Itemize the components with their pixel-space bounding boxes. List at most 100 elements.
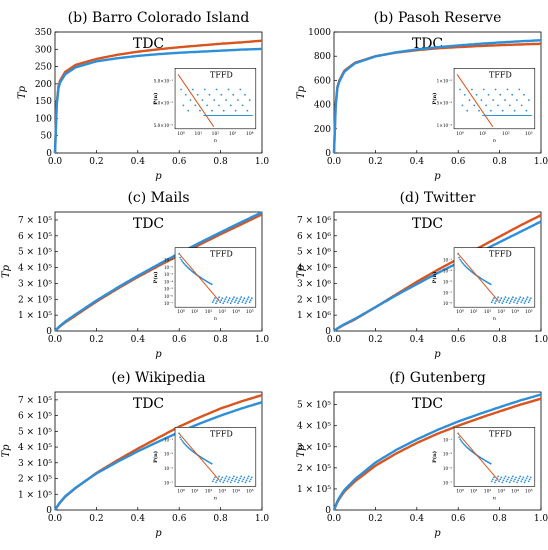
inset-data-point <box>248 99 251 101</box>
x-tick-label: 0.6 <box>172 514 187 524</box>
inset-y-axis-label: P(n) <box>431 451 438 463</box>
inset-data-point <box>228 476 231 479</box>
inset-data-point <box>471 88 473 91</box>
y-tick-label: 0 <box>325 327 331 337</box>
y-axis-label: Tp <box>1 264 12 278</box>
inset-data-point <box>512 296 514 299</box>
y-tick-label: 100 <box>35 114 52 124</box>
inset-data-point <box>246 298 249 301</box>
inset-data-point <box>516 99 518 101</box>
inset-data-point <box>194 104 197 107</box>
inset-data-point <box>239 88 242 91</box>
inset-data-point <box>499 93 502 96</box>
x-tick-label: 1.0 <box>255 514 270 524</box>
inset-y-tick-label: 10⁻⁷ <box>443 480 453 485</box>
inset-data-point <box>513 109 516 112</box>
x-tick-label: 0.0 <box>327 335 342 345</box>
inset-data-point <box>507 297 510 300</box>
series-line-data <box>333 220 542 332</box>
inset-data-point <box>473 104 476 107</box>
inset-data-point <box>478 109 480 112</box>
x-tick-label: 0.4 <box>410 157 425 167</box>
inset-data-point <box>249 299 252 302</box>
inset-data-point <box>247 475 250 478</box>
inset-x-tick-label: 10⁰ <box>177 131 185 137</box>
inset-y-tick-label: 10⁻⁶ <box>164 294 174 299</box>
y-tick-label: 7 × 10⁵ <box>18 216 52 226</box>
inset-data-point <box>525 109 528 112</box>
inset-x-tick-label: 10³ <box>219 309 227 315</box>
inset-y-axis-label: P(n) <box>152 271 159 283</box>
inset-data-point <box>459 438 462 441</box>
inset-data-point <box>246 109 249 112</box>
inset-x-tick-label: 10⁰ <box>456 309 464 315</box>
inset-data-point <box>231 477 234 480</box>
chart-title: (d) Twitter <box>400 190 476 206</box>
x-tick-label: 0.4 <box>410 335 425 345</box>
inset-data-point <box>232 93 235 96</box>
x-axis-label: p <box>434 349 441 360</box>
inset-data-point <box>529 297 532 300</box>
x-tick-label: 1.0 <box>534 335 548 345</box>
inset-data-point <box>238 300 241 303</box>
inset-x-axis-label: n <box>214 138 217 144</box>
inset-label: TFFD <box>210 70 233 79</box>
inset-y-tick-label: 10⁻³ <box>164 452 174 457</box>
inset-data-point <box>461 261 464 264</box>
inset-x-tick-label: 10¹ <box>470 488 478 494</box>
inset-data-point <box>525 477 528 480</box>
x-tick-label: 0.2 <box>89 514 103 524</box>
inset-x-tick-label: 10¹ <box>479 131 487 137</box>
inset-x-tick-label: 10⁵ <box>246 309 254 315</box>
y-tick-label: 50 <box>41 132 53 142</box>
inset-data-point <box>507 476 510 479</box>
panel-label: TDC <box>133 36 164 52</box>
inset-data-point <box>180 88 183 91</box>
inset-x-tick-label: 10¹ <box>194 131 202 137</box>
inset-data-point <box>226 301 229 304</box>
inset-data-point <box>518 88 521 91</box>
inset-data-point <box>528 478 531 481</box>
inset-data-point <box>219 480 222 483</box>
inset-data-point <box>516 302 518 305</box>
panel-label: TDC <box>133 216 164 232</box>
x-tick-label: 0.2 <box>368 335 382 345</box>
plot-frame <box>54 211 263 332</box>
inset-data-point <box>237 481 240 484</box>
y-tick-label: 3 × 10⁵ <box>18 459 52 469</box>
y-tick-label: 3 × 10⁵ <box>18 279 52 289</box>
inset-data-point <box>222 481 225 484</box>
inset-x-axis-label: n <box>493 138 496 144</box>
inset-y-tick-label: 10⁻⁵ <box>164 287 174 292</box>
inset-data-point <box>199 109 201 112</box>
inset-data-point <box>501 302 504 305</box>
x-tick-label: 0.6 <box>451 157 466 167</box>
inset-data-point <box>513 480 515 483</box>
inset-label: TFFD <box>210 429 233 438</box>
inset-data-point <box>239 477 242 480</box>
inset-data-point <box>185 265 188 268</box>
inset-data-point <box>215 481 217 484</box>
inset-x-axis-label: n <box>214 495 217 501</box>
inset-y-tick-label: 1×10⁻² <box>437 78 453 83</box>
inset-data-point <box>492 99 495 101</box>
inset-data-point <box>229 104 232 107</box>
x-axis-label: p <box>434 171 441 182</box>
inset-data-point <box>192 88 194 91</box>
inset-data-point <box>212 478 215 481</box>
plot-frame <box>333 211 542 332</box>
inset-data-point <box>179 256 182 259</box>
inset-label: TFFD <box>210 250 233 259</box>
inset-data-point <box>244 93 246 96</box>
inset-data-point <box>229 481 232 484</box>
chart-title: (c) Mails <box>127 190 189 206</box>
inset-data-point <box>464 265 467 268</box>
inset-data-point <box>526 475 529 478</box>
inset-x-tick-label: 10⁵ <box>525 488 533 494</box>
y-tick-label: 1000 <box>308 28 331 38</box>
inset-data-point <box>512 475 514 478</box>
y-tick-label: 4 × 10⁵ <box>297 422 331 432</box>
inset-data-point <box>508 104 511 107</box>
y-tick-label: 2 × 10⁵ <box>18 475 52 485</box>
chart-panel-4: (d) Twitter 0.0 0.2 0.4 0.6 0.8 1.0 0 1 × 10⁶ 2 ×… <box>296 190 548 360</box>
